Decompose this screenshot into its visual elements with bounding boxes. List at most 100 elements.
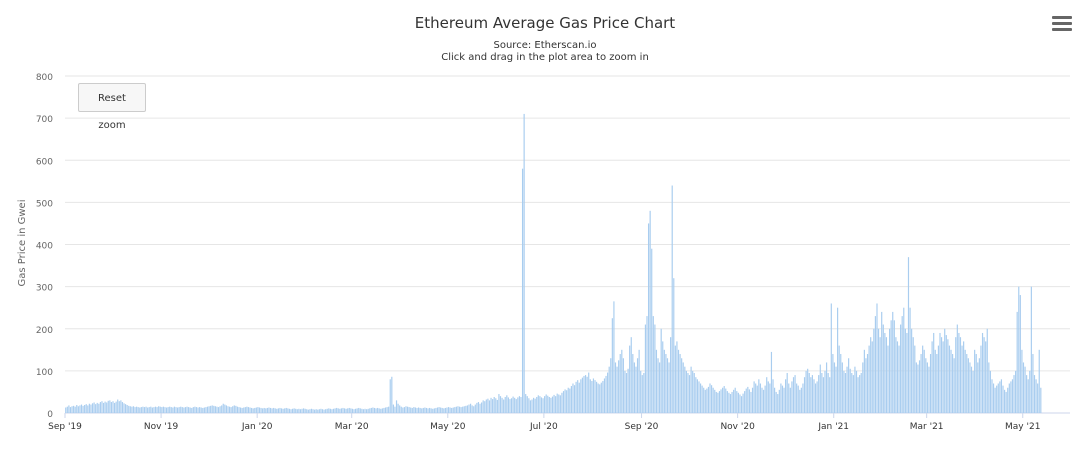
y-tick-label: 0: [47, 410, 53, 420]
chart-bar: [742, 393, 744, 413]
chart-bar: [121, 402, 124, 413]
chart-bar: [325, 409, 327, 413]
chart-bar: [178, 407, 180, 413]
chart-bar: [493, 396, 495, 413]
chart-bar: [336, 407, 338, 413]
chart-bar: [646, 316, 648, 413]
chart-bar: [266, 407, 268, 413]
chart-bar: [800, 387, 802, 413]
chart-bar: [986, 328, 988, 413]
chart-bar: [466, 405, 469, 413]
chart-bar: [531, 399, 533, 413]
chart-bar: [66, 406, 68, 413]
chart-bar: [992, 383, 995, 413]
chart-bar: [1000, 379, 1003, 413]
chart-bar: [495, 398, 497, 413]
chart-bar: [794, 375, 796, 413]
chart-bar: [137, 407, 139, 413]
chart-bar: [447, 407, 450, 413]
chart-bar: [200, 407, 202, 413]
chart-bar: [298, 408, 300, 413]
chart-bar: [900, 324, 902, 413]
chart-bar: [796, 383, 798, 413]
chart-bar: [446, 407, 448, 413]
chart-bar: [244, 407, 246, 413]
chart-bar: [517, 397, 519, 413]
chart-bar: [1029, 370, 1031, 414]
chart-bar: [536, 396, 538, 413]
chart-bar: [655, 349, 658, 413]
chart-bar: [751, 387, 754, 413]
chart-bar: [542, 398, 544, 413]
chart-bar: [273, 407, 275, 413]
chart-bar: [722, 387, 724, 413]
chart-bar: [258, 407, 261, 413]
chart-bar: [432, 408, 434, 413]
chart-bar: [843, 370, 845, 414]
chart-bar: [988, 362, 990, 413]
chart-bar: [85, 404, 87, 413]
chart-bar: [813, 379, 815, 413]
chart-bar: [677, 349, 680, 413]
chart-bar: [674, 345, 676, 413]
chart-bar: [115, 401, 117, 413]
chart-bar: [268, 407, 270, 413]
chart-bar: [974, 349, 976, 413]
chart-bar: [91, 403, 94, 413]
chart-menu-icon[interactable]: [1052, 16, 1072, 34]
chart-bar: [184, 407, 187, 413]
chart-bar: [698, 381, 700, 413]
reset-zoom-button[interactable]: Reset zoom: [78, 83, 146, 131]
chart-bar: [429, 407, 431, 413]
chart-bar: [848, 358, 850, 413]
chart-bar: [435, 407, 437, 413]
chart-bar: [389, 379, 391, 413]
x-tick-label: Nov '20: [720, 422, 755, 432]
chart-bar: [662, 341, 664, 413]
chart-bar: [608, 366, 610, 413]
chart-bar: [802, 383, 804, 413]
chart-bar: [477, 402, 480, 413]
chart-bar: [896, 341, 899, 413]
chart-bar: [970, 366, 973, 413]
x-tick-label: May '20: [430, 422, 466, 432]
chart-bar: [761, 387, 763, 413]
chart-bar: [82, 405, 84, 413]
chart-bar: [484, 401, 486, 413]
chart-bar: [975, 354, 977, 413]
chart-bar: [868, 345, 870, 413]
chart-bar: [555, 396, 557, 413]
chart-bar: [562, 391, 565, 413]
chart-bar: [649, 210, 651, 413]
axes: 0 100 200 300 400 500 600 700 800 Sep '19 Nov '19 J…: [36, 73, 1041, 432]
chart-bar: [421, 408, 423, 413]
chart-bar: [443, 408, 445, 413]
chart-bar: [528, 398, 530, 413]
chart-bar: [591, 380, 593, 413]
chart-bar: [701, 385, 703, 413]
x-tick-label: Mar '21: [910, 422, 944, 432]
chart-bar: [596, 381, 598, 413]
chart-bar: [394, 406, 396, 413]
chart-bar: [573, 385, 576, 413]
chart-bar: [810, 377, 812, 413]
y-tick-label: 200: [36, 326, 53, 336]
chart-bar: [920, 354, 922, 413]
chart-bar: [173, 406, 176, 413]
chart-bar: [638, 349, 640, 413]
chart-bar: [444, 407, 446, 413]
chart-bar: [208, 406, 210, 413]
chart-bar: [663, 349, 665, 413]
chart-bar: [544, 396, 546, 413]
chart-bar: [547, 395, 549, 413]
chart-bar: [113, 402, 116, 413]
chart-bar: [838, 345, 840, 413]
chart-bar: [183, 407, 185, 413]
chart-bar: [953, 358, 955, 413]
chart-bar: [110, 402, 113, 413]
chart-bar: [337, 408, 339, 413]
chart-bar: [101, 401, 103, 413]
chart-bar: [684, 366, 686, 413]
chart-bar: [125, 404, 127, 413]
